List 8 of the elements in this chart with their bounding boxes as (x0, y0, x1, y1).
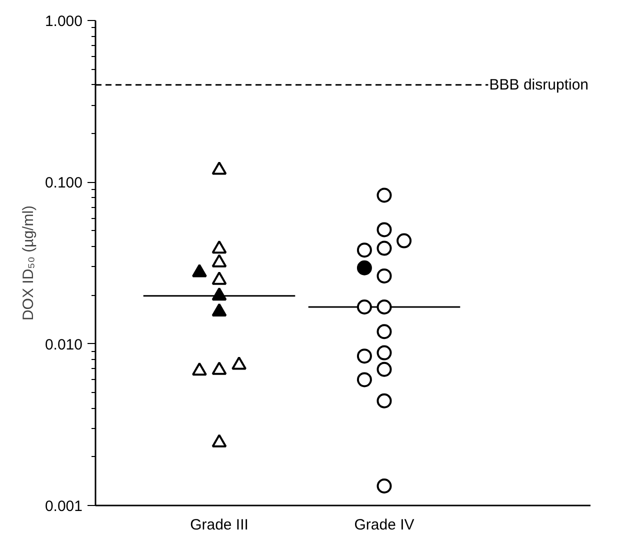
y-tick-label: 0.100 (44, 174, 83, 192)
y-axis-title: DOX ID₅₀ (µg/ml) (20, 205, 37, 321)
x-tick-label: Grade III (190, 516, 248, 534)
y-tick-label: 0.001 (44, 498, 83, 515)
y-tick-label: 1.000 (44, 13, 83, 30)
ref-line-label: BBB disruption (489, 76, 589, 94)
x-tick-label: Grade IV (354, 516, 414, 534)
y-tick-label: 0.010 (44, 336, 83, 354)
